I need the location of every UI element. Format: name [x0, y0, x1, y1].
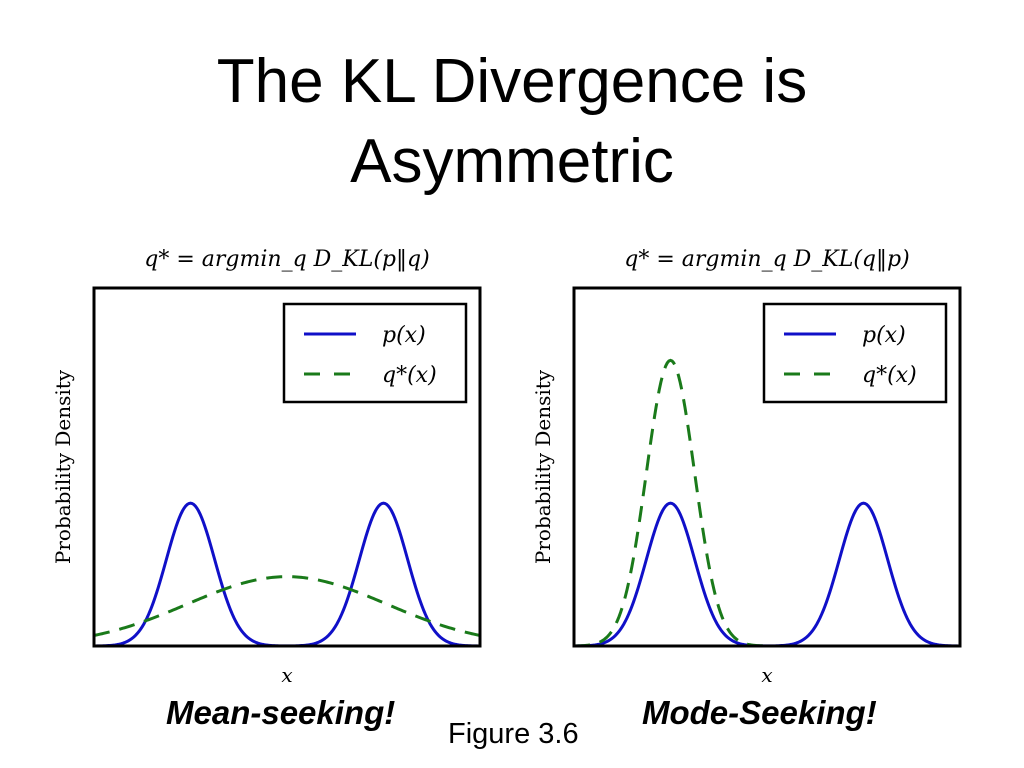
legend-box: [282, 302, 468, 404]
caption-mean-seeking: Mean-seeking!: [166, 694, 396, 731]
caption-mode-seeking: Mode-Seeking!: [642, 694, 877, 731]
legend: p(x) q*(x): [282, 302, 468, 404]
legend-label-q: q*(x): [382, 363, 437, 388]
series-line-p: [573, 501, 961, 648]
legend-label-p: p(x): [862, 323, 906, 348]
slide-title: The KL Divergence is Asymmetric: [0, 42, 1024, 202]
chart-mean-seeking: q* = argmin_q D_KL(p‖q) Probability Densi…: [51, 247, 482, 687]
y-axis-label: Probability Density: [51, 369, 75, 564]
series-line-q: [93, 575, 481, 637]
plot-frame: [92, 286, 482, 648]
slide-title-line-2: Asymmetric: [350, 127, 674, 196]
chart-mode-seeking: q* = argmin_q D_KL(q‖p) Probability Densi…: [531, 247, 962, 687]
legend-label-p: p(x): [382, 323, 426, 348]
legend-label-q: q*(x): [862, 363, 917, 388]
legend-box: [762, 302, 948, 404]
chart-title: q* = argmin_q D_KL(p‖q): [144, 247, 429, 272]
legend: p(x) q*(x): [762, 302, 948, 404]
slide-title-line-1: The KL Divergence is: [216, 47, 808, 116]
chart-title: q* = argmin_q D_KL(q‖p): [624, 247, 909, 272]
x-axis-label: x: [281, 663, 292, 687]
plot-frame: [572, 286, 962, 648]
series-line-p: [93, 501, 481, 648]
x-axis-label: x: [761, 663, 772, 687]
figure-label: Figure 3.6: [448, 718, 579, 750]
y-axis-label: Probability Density: [531, 369, 555, 564]
